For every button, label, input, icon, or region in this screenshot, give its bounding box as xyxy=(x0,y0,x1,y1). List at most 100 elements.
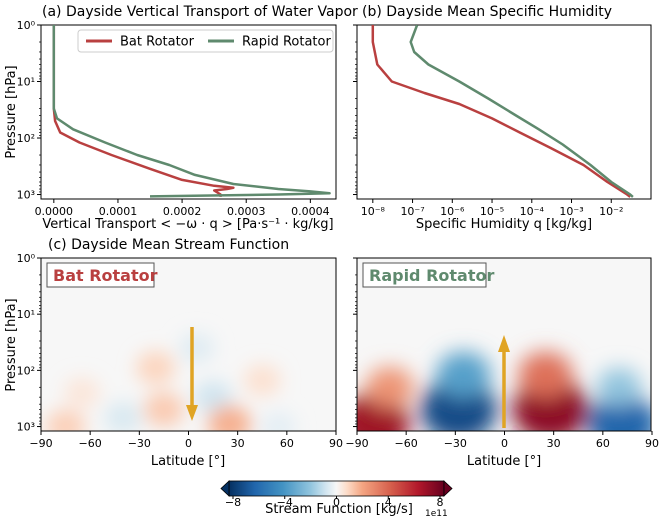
series-line-rapid-rotator xyxy=(409,25,634,198)
x-tick-label: 0.0002 xyxy=(163,205,202,218)
panel-c-left-xlabel: Latitude [°] xyxy=(151,454,225,469)
panel-b-frame xyxy=(356,24,652,200)
x-tick-label: 0 xyxy=(185,437,192,450)
panel-a-y-ticks: 10⁰ 10¹ 10² 10³ xyxy=(17,19,41,202)
y-tick-label: 10¹ xyxy=(17,308,35,321)
x-tick-label: 0.0000 xyxy=(35,205,74,218)
y-tick-label: 10² xyxy=(17,364,35,377)
stream-cell xyxy=(365,366,414,408)
x-tick-label: −90 xyxy=(345,437,368,450)
x-tick-label: 60 xyxy=(596,437,610,450)
rapid-rotator-label-frame xyxy=(362,262,487,288)
panel-b-x-ticks: 10⁻⁸ 10⁻⁷ 10⁻⁶ 10⁻⁵ 10⁻⁴ 10⁻³ 10⁻² xyxy=(361,199,623,218)
x-tick-label: −30 xyxy=(128,437,151,450)
colorbar-tick-label: 8 xyxy=(437,496,444,509)
x-tick-label: 10⁻³ xyxy=(559,205,583,218)
panel-a-title: (a) Dayside Vertical Transport of Water … xyxy=(42,4,358,20)
panel-c-right-x-ticks: −90 −60 −30 0 30 60 90 xyxy=(345,431,659,450)
x-tick-label: 0.0004 xyxy=(291,205,330,218)
colorbar-label: Stream Function [kg/s] xyxy=(265,502,413,517)
panel-b: 10⁻⁸ 10⁻⁷ 10⁻⁶ 10⁻⁵ 10⁻⁴ 10⁻³ 10⁻² Specific Hu… xyxy=(353,24,652,232)
panel-c-right-y-ticks xyxy=(353,257,357,428)
stream-cell xyxy=(178,332,215,364)
x-tick-label: 10⁻⁴ xyxy=(520,205,545,218)
panel-a-frame xyxy=(40,24,337,200)
x-tick-label: 10⁻⁵ xyxy=(480,205,504,218)
legend-bat-label: Bat Rotator xyxy=(120,35,195,50)
panel-c-right-xlabel: Latitude [°] xyxy=(467,454,541,469)
downward-arrow-head xyxy=(186,405,198,421)
colorbar-tick-label: 0 xyxy=(333,496,340,509)
panel-c-left-x-ticks: −90 −60 −30 0 30 60 90 xyxy=(29,431,343,450)
stream-cell xyxy=(436,351,491,398)
upward-arrow xyxy=(498,335,510,428)
x-tick-label: 0 xyxy=(501,437,508,450)
x-tick-label: 0.0003 xyxy=(227,205,266,218)
x-tick-label: 90 xyxy=(329,437,343,450)
colorbar-tick-label: −4 xyxy=(277,496,293,509)
stream-cell xyxy=(518,351,573,398)
stream-cell xyxy=(193,380,233,414)
x-tick-label: −60 xyxy=(79,437,102,450)
panel-c-right-field xyxy=(357,351,651,431)
panel-a-xlabel: Vertical Transport < −ω · q > [Pa·s⁻¹ · … xyxy=(42,217,333,232)
legend-rapid-label: Rapid Rotator xyxy=(242,35,331,50)
panel-c-ylabel: Pressure [hPa] xyxy=(4,298,19,391)
rapid-rotator-label-box: Rapid Rotator xyxy=(362,262,494,288)
colorbar-tick-label: 4 xyxy=(385,496,392,509)
downward-arrow xyxy=(186,327,198,421)
colorbar-max-extend xyxy=(443,480,453,497)
legend: Bat Rotator Rapid Rotator xyxy=(77,29,334,53)
x-tick-label: 90 xyxy=(645,437,659,450)
colorbar-offset-text: 1e11 xyxy=(425,509,448,519)
x-tick-label: 10⁻⁸ xyxy=(361,205,386,218)
x-tick-label: 0.0001 xyxy=(99,205,138,218)
stream-cell xyxy=(45,409,86,431)
y-tick-label: 10³ xyxy=(17,189,35,202)
panel-b-series xyxy=(371,25,634,198)
bat-rotator-label-frame xyxy=(46,262,155,288)
panel-a-x-ticks: 0.0000 0.0001 0.0002 0.0003 0.0004 xyxy=(35,199,330,218)
x-tick-label: 30 xyxy=(547,437,561,450)
panel-c-left-field xyxy=(45,332,297,431)
panel-a-ylabel: Pressure [hPa] xyxy=(4,65,19,158)
x-tick-label: 30 xyxy=(231,437,245,450)
x-tick-label: 10⁻⁷ xyxy=(400,205,424,218)
x-tick-label: −90 xyxy=(29,437,52,450)
panel-a-series xyxy=(52,25,331,198)
stream-cell xyxy=(143,392,185,427)
colorbar-ticks: −8 −4 0 4 8 xyxy=(225,496,444,509)
y-tick-label: 10³ xyxy=(17,421,35,434)
upward-arrow-head xyxy=(498,335,510,352)
colorbar-min-extend xyxy=(220,480,230,497)
panel-c-left-y-ticks: 10⁰ 10¹ 10² 10³ xyxy=(17,252,41,434)
rapid-rotator-label: Rapid Rotator xyxy=(369,266,494,285)
x-tick-label: −30 xyxy=(444,437,467,450)
stream-cell xyxy=(104,401,142,431)
stream-cell xyxy=(596,368,642,407)
panel-c-left: 10⁰ 10¹ 10² 10³ −90 −60 −30 0 30 60 90 Bat Rotato… xyxy=(17,252,343,469)
stream-cell xyxy=(64,377,100,409)
panel-c-title: (c) Dayside Mean Stream Function xyxy=(48,237,289,253)
stream-cell xyxy=(207,405,252,431)
panel-b-xlabel: Specific Humidity q [kg/kg] xyxy=(416,217,592,232)
stream-cell xyxy=(587,394,651,431)
legend-box xyxy=(77,29,334,53)
colorbar-gradient xyxy=(228,480,445,497)
stream-cell xyxy=(243,364,281,397)
colorbar: −8 −4 0 4 8 Stream Function [kg/s] 1e11 xyxy=(220,480,453,519)
panel-b-title: (b) Dayside Mean Specific Humidity xyxy=(362,4,612,20)
x-tick-label: 10⁻⁶ xyxy=(440,205,465,218)
y-tick-label: 10¹ xyxy=(17,76,35,89)
series-line-bat-rotator xyxy=(371,25,631,198)
series-line-rapid-rotator xyxy=(52,25,331,198)
x-tick-label: 10⁻² xyxy=(599,205,623,218)
panel-b-y-ticks xyxy=(353,24,357,196)
x-tick-label: −60 xyxy=(395,437,418,450)
bat-rotator-label-box: Bat Rotator xyxy=(46,262,158,288)
panel-c-right: −90 −60 −30 0 30 60 90 Rapid Rotator Latitude … xyxy=(345,257,659,469)
y-tick-label: 10⁰ xyxy=(17,19,36,32)
bat-rotator-label: Bat Rotator xyxy=(53,266,158,285)
